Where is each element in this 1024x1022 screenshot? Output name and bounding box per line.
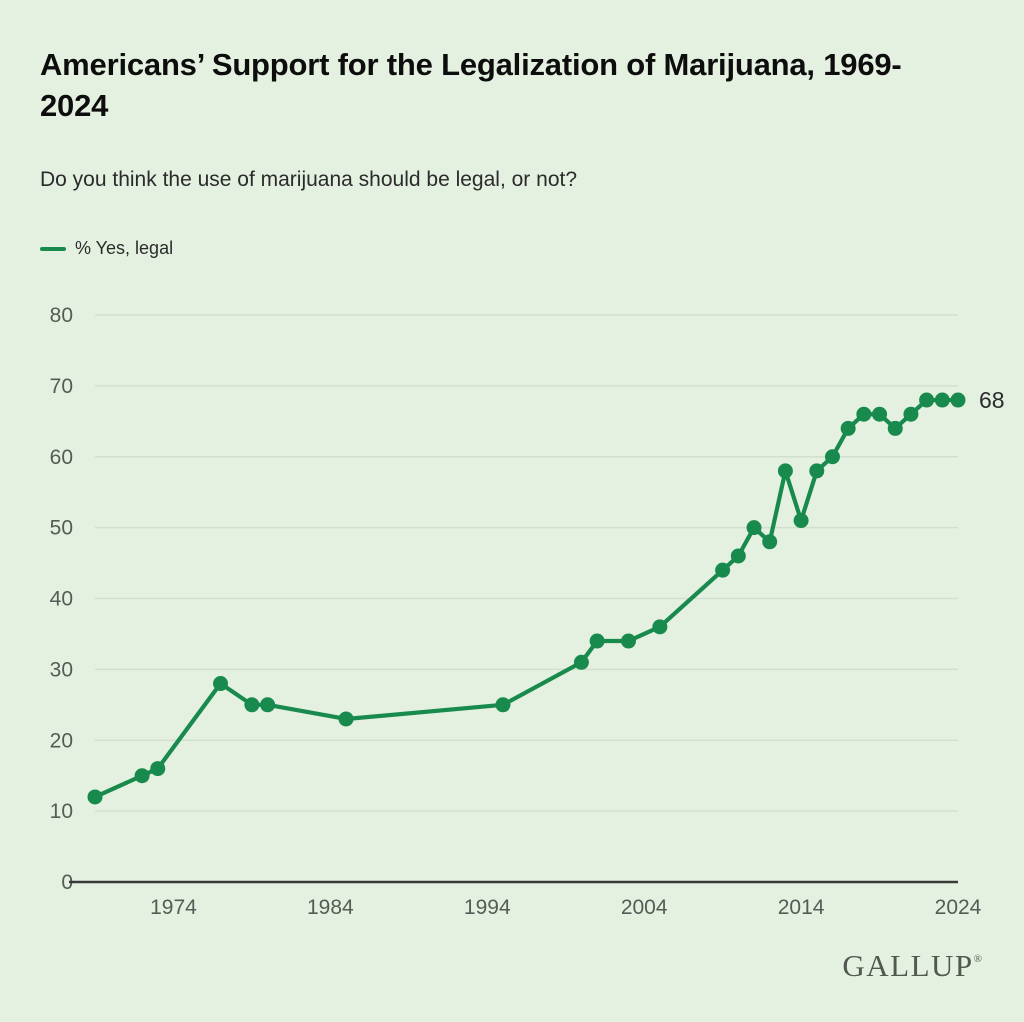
chart-legend: % Yes, legal: [40, 238, 173, 259]
gallup-logo-text: GALLUP: [842, 948, 974, 983]
data-point: [903, 406, 919, 422]
data-point: [824, 449, 840, 465]
y-axis-tick-label: 80: [50, 304, 73, 327]
y-axis-tick-label: 10: [50, 800, 73, 823]
y-axis-tick-label: 20: [50, 729, 73, 752]
series-line: [92, 397, 961, 800]
data-point: [730, 548, 746, 564]
x-axis-tick-label: 1984: [307, 896, 354, 919]
data-point: [573, 654, 589, 670]
chart-subtitle: Do you think the use of marijuana should…: [40, 168, 578, 191]
x-axis-tick-label: 1974: [150, 896, 197, 919]
data-point: [793, 513, 809, 529]
data-point: [887, 420, 903, 436]
gallup-trademark-icon: ®: [973, 953, 982, 965]
data-point: [746, 520, 762, 536]
data-point: [134, 768, 150, 784]
data-point: [495, 697, 511, 713]
y-axis-tick-label: 30: [50, 658, 73, 681]
data-point: [715, 562, 731, 578]
x-axis-tick-label: 1994: [464, 896, 511, 919]
data-point: [934, 392, 950, 408]
page-title: Americans’ Support for the Legalization …: [40, 47, 902, 123]
data-point: [809, 463, 825, 479]
data-point: [244, 697, 260, 713]
y-axis-tick-label: 60: [50, 446, 73, 469]
data-point: [919, 392, 935, 408]
y-axis-tick-label: 70: [50, 375, 73, 398]
x-axis-tick-label: 2014: [778, 896, 825, 919]
data-point: [338, 711, 354, 727]
gallup-logo: GALLUP®: [842, 948, 982, 984]
data-point: [589, 633, 605, 649]
x-axis-tick-label: 2004: [621, 896, 668, 919]
data-point: [762, 534, 778, 550]
legend-item-label: % Yes, legal: [75, 238, 174, 258]
data-point: [620, 633, 636, 649]
data-point: [950, 392, 966, 408]
data-point: [87, 789, 103, 805]
y-axis-tick-label: 50: [50, 517, 73, 540]
y-axis-tick-label: 0: [61, 871, 73, 894]
legend-line-swatch-icon: [40, 246, 66, 251]
data-point: [260, 697, 276, 713]
series-end-value-label: 68: [979, 387, 1005, 413]
data-point: [872, 406, 888, 422]
data-point: [840, 420, 856, 436]
data-point: [652, 619, 668, 635]
data-point: [213, 676, 229, 692]
data-point: [856, 406, 872, 422]
data-point: [150, 761, 166, 777]
data-point: [777, 463, 793, 479]
y-axis-tick-label: 40: [50, 588, 73, 611]
x-axis-tick-label: 2024: [935, 896, 982, 919]
